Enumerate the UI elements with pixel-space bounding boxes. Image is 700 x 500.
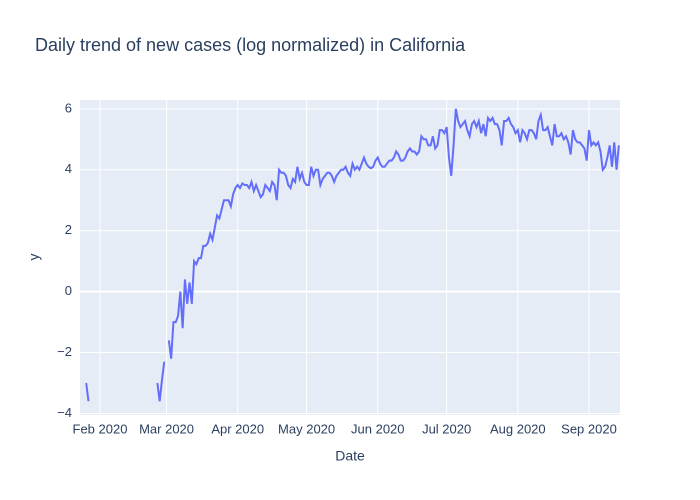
plot-area [80, 100, 620, 415]
x-axis-title: Date [335, 448, 365, 464]
x-tick-label: Jun 2020 [351, 421, 405, 436]
data-line [85, 108, 620, 402]
x-tick-label: May 2020 [278, 421, 335, 436]
x-tick-label: Aug 2020 [490, 421, 546, 436]
y-tick-label: 0 [65, 283, 72, 298]
x-tick-label: Jul 2020 [422, 421, 471, 436]
chart-title: Daily trend of new cases (log normalized… [35, 35, 466, 55]
y-tick-label: −4 [57, 405, 72, 420]
x-tick-label: Sep 2020 [561, 421, 617, 436]
y-axis-title: y [26, 254, 42, 261]
y-tick-label: 4 [65, 161, 72, 176]
y-tick-label: 2 [65, 222, 72, 237]
x-tick-label: Apr 2020 [211, 421, 264, 436]
y-tick-label: 6 [65, 100, 72, 115]
y-tick-label: −2 [57, 344, 72, 359]
x-tick-label: Feb 2020 [73, 421, 128, 436]
x-tick-label: Mar 2020 [139, 421, 194, 436]
